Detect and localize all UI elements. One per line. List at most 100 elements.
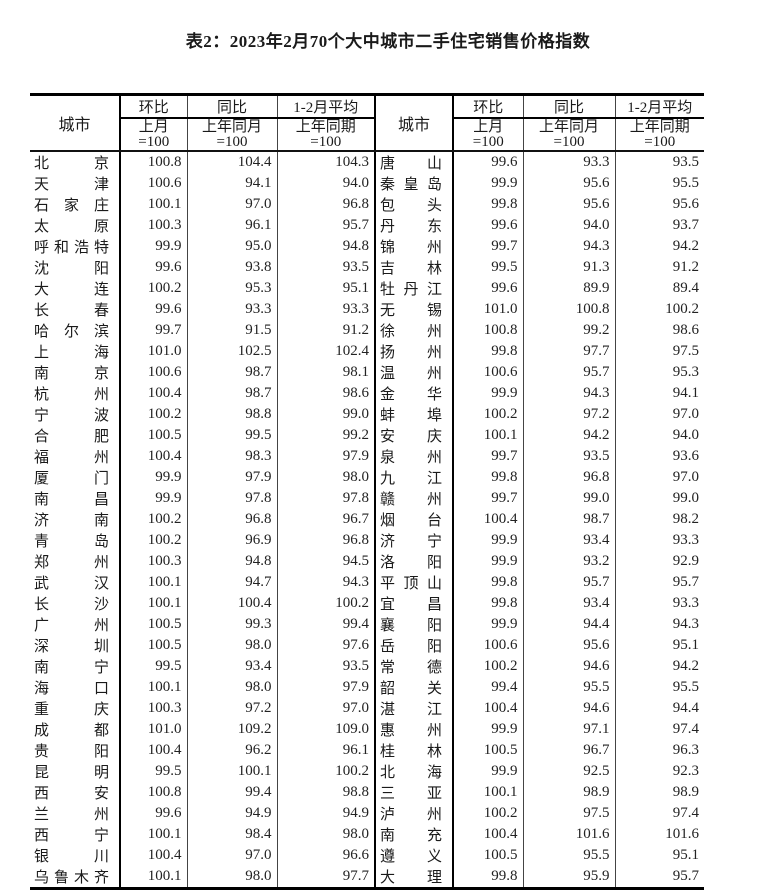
- yoy-cell: 94.0: [523, 215, 616, 236]
- city-cell: 牡丹江: [375, 278, 454, 299]
- city-cell: 岳阳: [375, 635, 454, 656]
- yoy-cell: 96.7: [523, 740, 616, 761]
- city-cell: 宁波: [30, 404, 121, 425]
- mom-cell: 99.9: [453, 719, 524, 740]
- mom-cell: 100.3: [120, 215, 188, 236]
- avg-cell: 91.2: [277, 320, 376, 341]
- mom-cell: 100.2: [120, 404, 188, 425]
- city-name: 石家庄: [30, 194, 119, 215]
- yoy-cell: 96.1: [187, 215, 278, 236]
- city-name-char: 理: [426, 870, 442, 886]
- city-name: 包头: [376, 194, 452, 215]
- city-name-char: 林: [426, 744, 442, 760]
- mom-cell: 100.1: [453, 782, 524, 803]
- yoy-cell: 95.5: [523, 677, 616, 698]
- city-name-char: 岛: [93, 534, 109, 550]
- mom-cell: 99.6: [120, 299, 188, 320]
- mom-cell: 100.8: [453, 320, 524, 341]
- city-name-char: 江: [426, 282, 442, 298]
- city-name: 青岛: [30, 530, 119, 551]
- yoy-cell: 99.0: [523, 488, 616, 509]
- mom-cell: 99.8: [453, 572, 524, 593]
- yoy-cell: 95.0: [187, 236, 278, 257]
- city-name-char: 头: [426, 198, 442, 214]
- yoy-cell: 94.6: [523, 656, 616, 677]
- mom-cell: 100.2: [120, 509, 188, 530]
- avg-cell: 93.3: [672, 532, 699, 548]
- city-name-char: 无: [380, 303, 396, 319]
- city-name-char: 唐: [380, 156, 396, 172]
- city-name: 南京: [30, 362, 119, 383]
- avg-cell: 92.3: [672, 763, 699, 779]
- mom-cell: 99.8: [453, 866, 524, 889]
- header-base-label: =100: [138, 133, 170, 150]
- avg-cell: 95.6: [672, 196, 699, 212]
- city-cell: 天津: [30, 173, 121, 194]
- city-name-char: 赣: [380, 492, 396, 508]
- city-name: 烟台: [376, 509, 452, 530]
- yoy-cell: 98.7: [187, 383, 278, 404]
- avg-cell: 97.4: [672, 721, 699, 737]
- header-sub-label: 上月: [473, 118, 504, 135]
- table-row: 厦门 99.9 97.9 98.0 九江 99.8 96.8 97.0: [30, 467, 704, 488]
- city-name-char: 沈: [34, 261, 50, 277]
- avg-cell: 97.5: [672, 343, 699, 359]
- table-row: 南宁 99.5 93.4 93.5 常德 100.2 94.6 94.2: [30, 656, 704, 677]
- mom-cell: 101.0: [120, 341, 188, 362]
- city-name-char: 安: [93, 786, 109, 802]
- city-name-char: 烟: [380, 513, 396, 529]
- city-name-char: 南: [380, 828, 396, 844]
- city-name: 三亚: [376, 782, 452, 803]
- city-name-char: 乌: [34, 870, 50, 886]
- table-row: 天津 100.6 94.1 94.0 秦皇岛 99.9 95.6 95.5: [30, 173, 704, 194]
- city-name-char: 重: [34, 702, 50, 718]
- city-name: 西宁: [30, 824, 119, 845]
- city-name-char: 天: [34, 177, 50, 193]
- city-name: 长春: [30, 299, 119, 320]
- mom-cell: 100.4: [453, 824, 524, 845]
- city-name: 上海: [30, 341, 119, 362]
- city-name-char: 太: [34, 219, 50, 235]
- avg-cell: 95.1: [672, 637, 699, 653]
- table-row: 广州 100.5 99.3 99.4 襄阳 99.9 94.4 94.3: [30, 614, 704, 635]
- mom-cell: 100.1: [120, 824, 188, 845]
- city-cell: 吉林: [375, 257, 454, 278]
- city-name: 常德: [376, 656, 452, 677]
- avg-cell: 95.7: [277, 215, 376, 236]
- avg-cell: 94.0: [277, 173, 376, 194]
- city-name-char: 宁: [93, 828, 109, 844]
- table-row: 太原 100.3 96.1 95.7 丹东 99.6 94.0 93.7: [30, 215, 704, 236]
- city-name-char: 州: [426, 450, 442, 466]
- mom-cell: 100.4: [120, 845, 188, 866]
- city-name: 丹东: [376, 215, 452, 236]
- city-name-char: 湛: [380, 702, 396, 718]
- city-name: 武汉: [30, 572, 119, 593]
- city-name: 牡丹江: [376, 278, 452, 299]
- city-name-char: 义: [426, 849, 442, 865]
- avg-cell: 94.4: [672, 700, 699, 716]
- city-cell: 常德: [375, 656, 454, 677]
- header-base-label: =100: [644, 133, 676, 150]
- yoy-cell: 91.5: [187, 320, 278, 341]
- table-row: 南京 100.6 98.7 98.1 温州 100.6 95.7 95.3: [30, 362, 704, 383]
- mom-cell: 100.1: [120, 866, 188, 889]
- city-cell: 厦门: [30, 467, 121, 488]
- city-cell: 贵阳: [30, 740, 121, 761]
- table-row: 贵阳 100.4 96.2 96.1 桂林 100.5 96.7 96.3: [30, 740, 704, 761]
- city-name-char: 海: [426, 765, 442, 781]
- table-row: 乌鲁木齐 100.1 98.0 97.7 大理 99.8 95.9 95.7: [30, 866, 704, 889]
- avg-cell: 98.6: [277, 383, 376, 404]
- mom-cell: 100.8: [120, 782, 188, 803]
- yoy-cell: 94.2: [523, 425, 616, 446]
- mom-cell: 100.4: [453, 509, 524, 530]
- city-name-char: 明: [93, 765, 109, 781]
- city-name-char: 德: [426, 660, 442, 676]
- city-cell: 湛江: [375, 698, 454, 719]
- city-name-char: 牡: [380, 282, 396, 298]
- city-name-char: 宁: [93, 660, 109, 676]
- city-name-char: 遵: [380, 849, 396, 865]
- city-name-char: 州: [426, 492, 442, 508]
- yoy-cell: 99.5: [187, 425, 278, 446]
- city-name-char: 武: [34, 576, 50, 592]
- yoy-cell: 94.7: [187, 572, 278, 593]
